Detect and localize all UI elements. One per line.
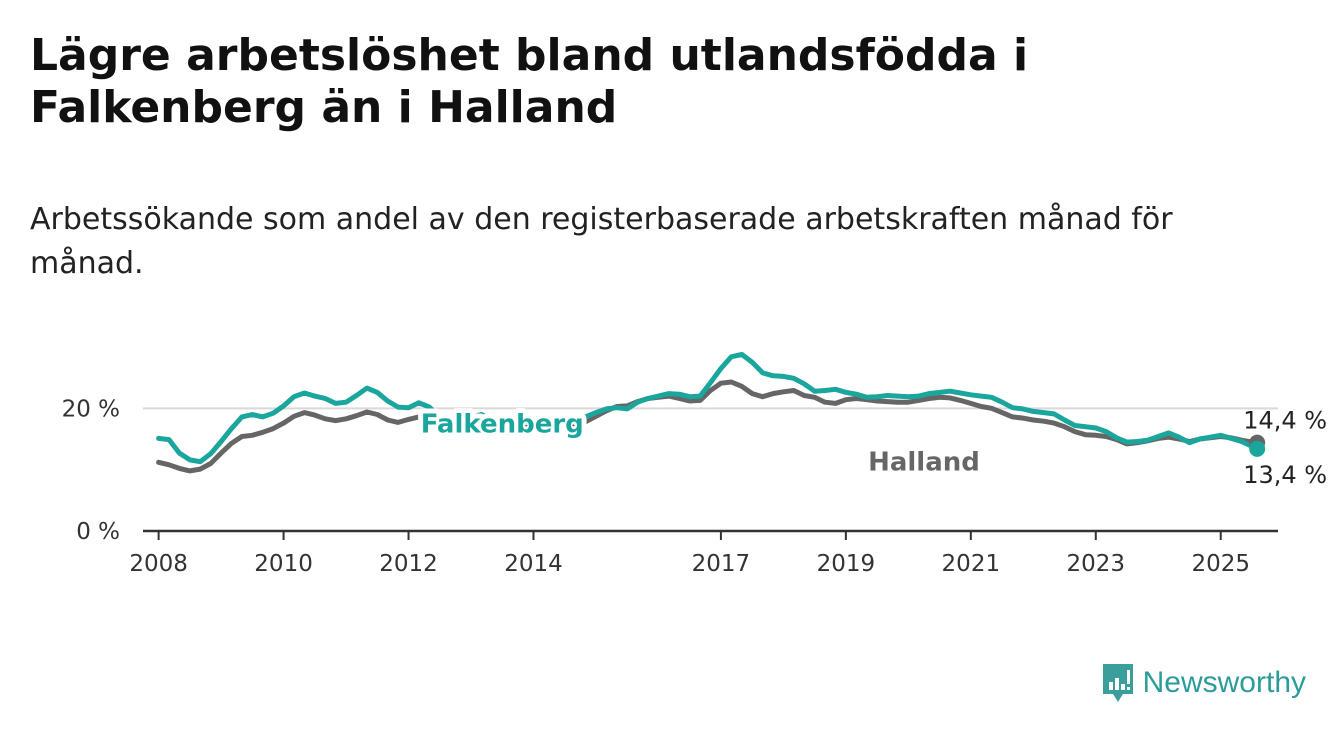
chart-title: Lägre arbetslöshet bland utlandsfödda i … [30, 30, 1029, 133]
x-tick-label: 2025 [1191, 551, 1250, 577]
series-line-falkenberg [156, 351, 1260, 465]
x-tick-label: 2010 [254, 551, 313, 577]
y-tick-label: 20 % [62, 396, 120, 422]
axis-layer: 0 % 20 % 2008 2010 2012 2014 2017 2019 2021 2023 2… [62, 396, 1278, 577]
x-tick-label: 2019 [817, 551, 876, 577]
series-label-halo: Falkenberg [421, 409, 584, 439]
x-tick-label: 2023 [1067, 551, 1126, 577]
end-label-falkenberg: 13,4 % [1243, 461, 1327, 489]
x-tick-label: 2012 [379, 551, 438, 577]
x-tick-label: 2014 [504, 551, 563, 577]
y-tick-label: 0 % [76, 519, 120, 545]
end-label-halland: 14,4 % [1243, 407, 1327, 435]
series-label-halo: Halland [868, 447, 980, 477]
chart-subtitle: Arbetssökande som andel av den registerb… [30, 202, 1173, 281]
series-layer [156, 351, 1266, 474]
line-chart: 0 % 20 % 2008 2010 2012 2014 2017 2019 2021 2023 2… [62, 351, 1327, 577]
newsworthy-logo-icon [1102, 664, 1133, 702]
series-label-halland: Halland [868, 447, 980, 477]
series-label-falkenberg: Falkenberg [421, 409, 584, 439]
end-point-falkenberg [1249, 440, 1266, 457]
x-tick-label: 2017 [692, 551, 751, 577]
brand-name: Newsworthy [1142, 666, 1306, 699]
newsworthy-brand: Newsworthy [1101, 662, 1306, 704]
series-line-halland [156, 379, 1260, 474]
x-tick-label: 2021 [942, 551, 1001, 577]
x-tick-label: 2008 [129, 551, 188, 577]
